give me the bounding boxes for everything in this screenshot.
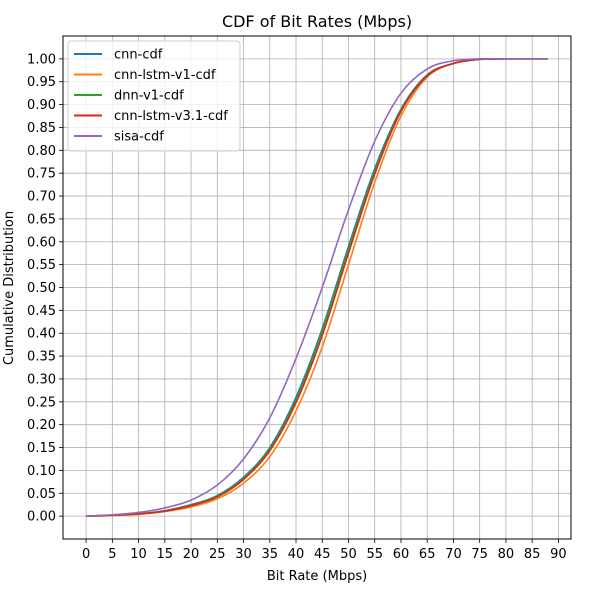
x-tick-label: 15 <box>157 547 174 562</box>
x-tick-label: 40 <box>288 547 305 562</box>
x-tick-label: 80 <box>498 547 515 562</box>
x-tick-label: 35 <box>261 547 278 562</box>
series-line-sisa-cdf <box>86 58 548 517</box>
y-axis-ticks: 0.00 0.05 0.10 0.15 0.20 0.25 0.30 0.35 0.40 0.45… <box>27 52 63 525</box>
legend-label: dnn-v1-cdf <box>114 89 184 104</box>
legend-label: cnn-lstm-v1-cdf <box>114 68 216 83</box>
y-tick-label: 0.55 <box>27 258 56 273</box>
x-tick-label: 65 <box>419 547 436 562</box>
legend: cnn-cdf cnn-lstm-v1-cdf dnn-v1-cdf cnn-lstm… <box>67 40 241 152</box>
legend-label: cnn-lstm-v3.1-cdf <box>114 109 228 124</box>
plot-frame <box>62 35 572 540</box>
y-tick-label: 0.85 <box>27 121 56 136</box>
x-tick-label: 90 <box>550 547 567 562</box>
x-tick-label: 55 <box>366 547 383 562</box>
x-tick-label: 45 <box>314 547 331 562</box>
y-axis-title: Cumulative Distribution <box>2 211 17 365</box>
y-tick-label: 0.70 <box>27 190 56 205</box>
legend-label: cnn-cdf <box>114 48 163 63</box>
x-tick-label: 70 <box>445 547 462 562</box>
y-tick-label: 0.15 <box>27 441 56 456</box>
series-line-cnn-lstm-v3-1-cdf <box>86 58 548 517</box>
x-tick-label: 0 <box>82 547 90 562</box>
x-tick-label: 30 <box>235 547 252 562</box>
x-tick-label: 10 <box>130 547 147 562</box>
y-tick-label: 0.50 <box>27 281 56 296</box>
y-tick-label: 0.40 <box>27 327 56 342</box>
y-tick-label: 1.00 <box>27 52 56 67</box>
y-tick-label: 0.35 <box>27 350 56 365</box>
y-tick-label: 0.30 <box>27 372 56 387</box>
y-tick-label: 0.65 <box>27 212 56 227</box>
chart-title: CDF of Bit Rates (Mbps) <box>222 12 412 31</box>
y-tick-label: 0.80 <box>27 144 56 159</box>
x-tick-label: 85 <box>524 547 541 562</box>
x-tick-label: 25 <box>209 547 226 562</box>
x-tick-label: 60 <box>393 547 410 562</box>
y-tick-label: 0.20 <box>27 418 56 433</box>
x-tick-label: 75 <box>471 547 488 562</box>
y-tick-label: 0.95 <box>27 75 56 90</box>
x-tick-label: 20 <box>183 547 200 562</box>
y-tick-label: 0.05 <box>27 487 56 502</box>
y-tick-label: 0.10 <box>27 464 56 479</box>
y-tick-label: 0.00 <box>27 510 56 525</box>
series-lines <box>86 58 548 517</box>
legend-label: sisa-cdf <box>114 130 164 145</box>
x-tick-label: 5 <box>108 547 116 562</box>
y-tick-label: 0.60 <box>27 235 56 250</box>
y-tick-label: 0.75 <box>27 167 56 182</box>
legend-box <box>67 40 241 152</box>
y-tick-label: 0.25 <box>27 395 56 410</box>
y-tick-label: 0.90 <box>27 98 56 113</box>
x-axis-title: Bit Rate (Mbps) <box>267 569 367 584</box>
x-axis-ticks: 0 5 10 15 20 25 30 35 40 45 50 55 60 65 70 75 80 85 90 <box>82 539 567 562</box>
x-tick-label: 50 <box>340 547 357 562</box>
y-tick-label: 0.45 <box>27 304 56 319</box>
